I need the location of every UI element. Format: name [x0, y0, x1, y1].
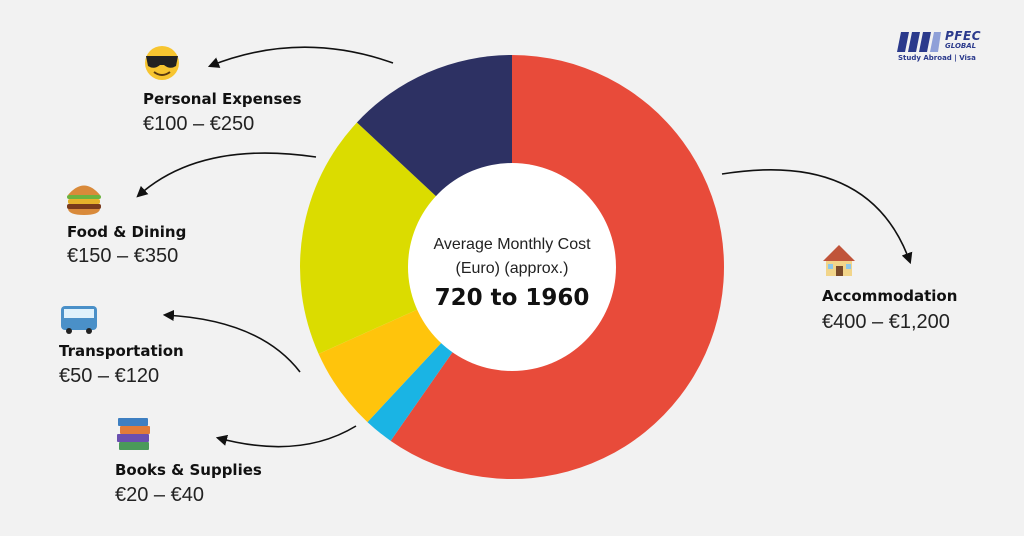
accommodation-label: Accommodation [822, 287, 957, 305]
books-supplies-range: €20 – €40 [115, 484, 204, 506]
transportation-range: €50 – €120 [59, 365, 159, 387]
books-icon [117, 418, 150, 450]
slice-food-dining [300, 122, 512, 354]
center-label-line2: (Euro) (approx.) [456, 260, 569, 277]
food-dining-range: €150 – €350 [67, 245, 178, 267]
bus-icon [61, 306, 97, 334]
accommodation-arrow [721, 168, 913, 265]
brand-tagline: Study Abroad | Visa [898, 54, 976, 62]
personal-expenses-range: €100 – €250 [143, 113, 254, 135]
accommodation-range: €400 – €1,200 [822, 311, 950, 333]
books-supplies-arrow [215, 425, 357, 448]
logo-stripes-icon [897, 32, 941, 52]
food-dining-arrow [136, 152, 317, 198]
center-total-range: 720 to 1960 [435, 285, 590, 311]
donut-hole [408, 163, 616, 371]
transportation-label: Transportation [59, 342, 184, 360]
brand-logo: PFEC GLOBAL Study Abroad | Visa [897, 29, 997, 66]
books-supplies-label: Books & Supplies [115, 461, 262, 479]
center-label-line1: Average Monthly Cost [433, 236, 591, 253]
transportation-arrow [162, 309, 301, 373]
burger-icon [67, 185, 101, 215]
house-icon [823, 245, 855, 276]
food-dining-label: Food & Dining [67, 223, 186, 241]
sunglasses-face-icon [145, 46, 179, 80]
brand-sub: GLOBAL [945, 42, 977, 50]
personal-expenses-label: Personal Expenses [143, 90, 302, 108]
personal-expenses-arrow [207, 46, 394, 68]
brand-name: PFEC [945, 29, 981, 43]
